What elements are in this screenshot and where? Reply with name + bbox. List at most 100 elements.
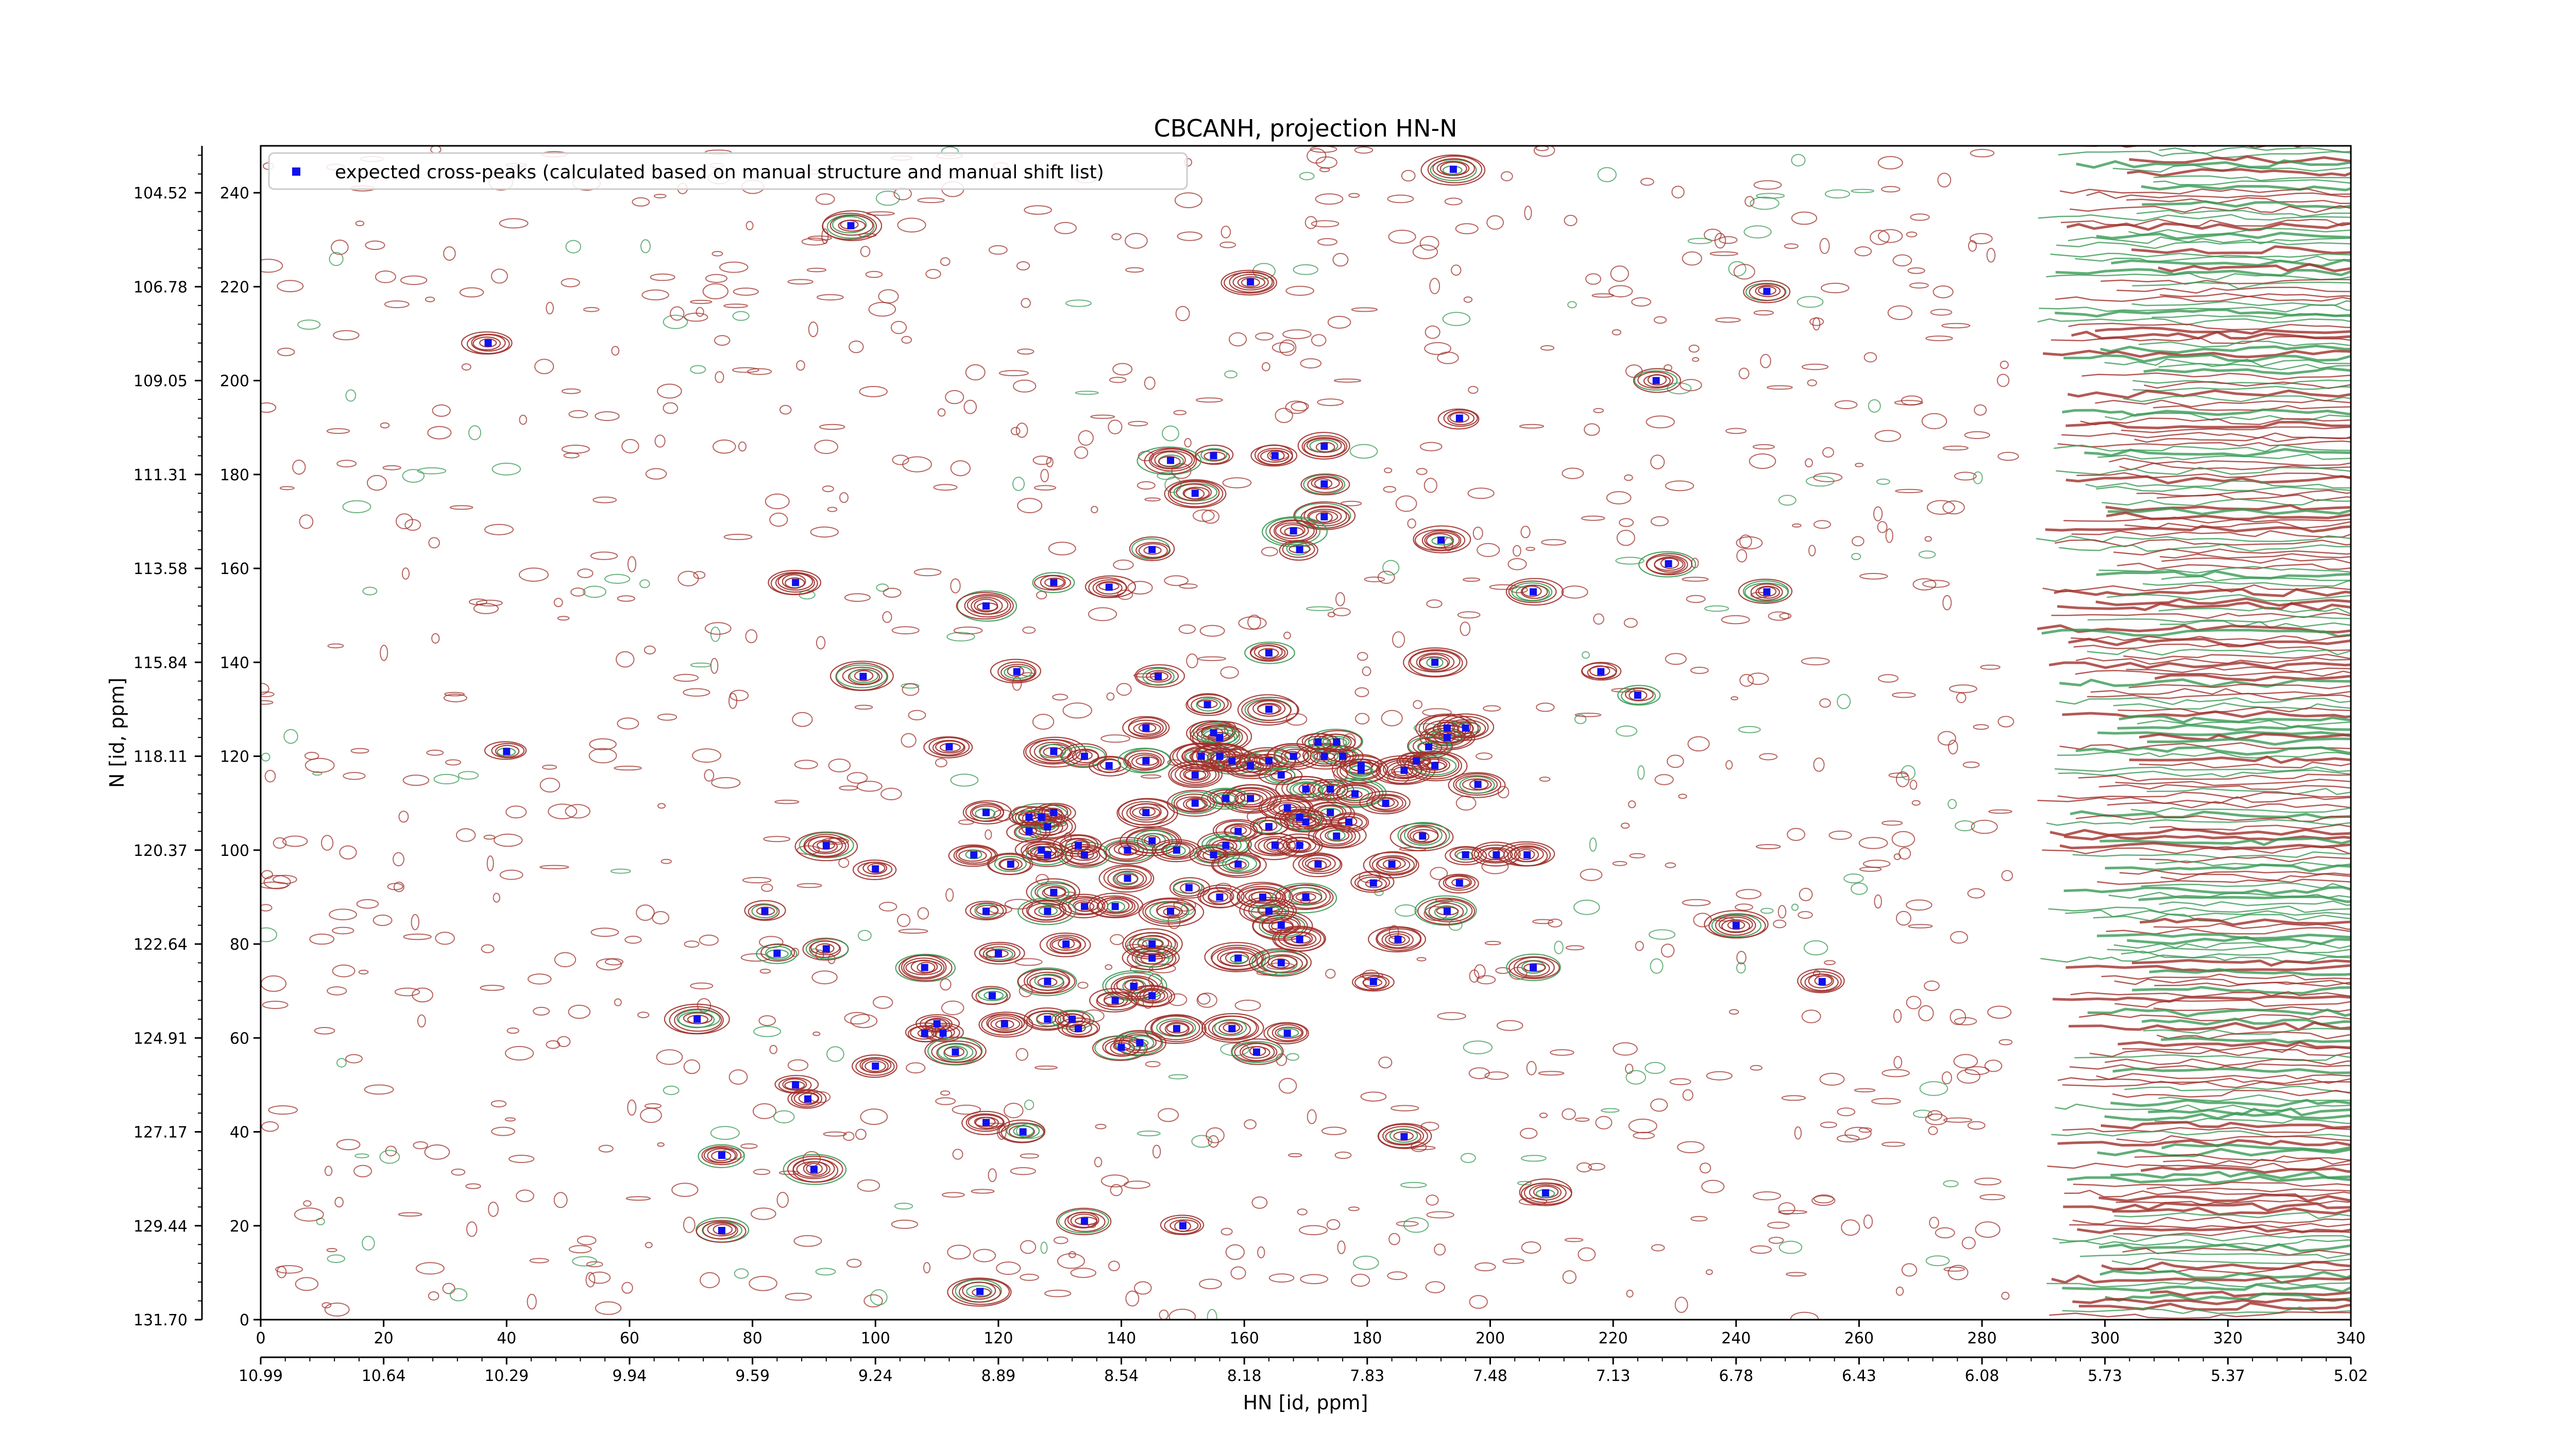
noise-contour: [396, 513, 413, 529]
noise-contour: [815, 193, 835, 205]
noise-contour: [1660, 943, 1675, 958]
peak-contour: [1304, 735, 1332, 750]
cross-peak-marker: [1044, 851, 1052, 858]
noise-contour: [261, 259, 283, 273]
noise-contour: [362, 1236, 375, 1251]
noise-band-line: [2110, 1099, 2351, 1108]
noise-contour: [282, 835, 308, 847]
peak-contour: [1208, 891, 1229, 903]
noise-band-line: [2087, 693, 2351, 701]
peak-contour: [1370, 795, 1403, 812]
peak-contour: [1162, 843, 1191, 858]
peak-contour: [917, 1029, 935, 1038]
noise-contour: [1326, 1219, 1341, 1230]
noise-band-line: [2154, 175, 2351, 181]
noise-contour: [334, 1197, 344, 1208]
noise-contour: [1760, 907, 1774, 914]
noise-contour: [728, 693, 738, 709]
peak-contour: [1529, 1184, 1562, 1201]
noise-contour: [1348, 1206, 1360, 1211]
noise-contour: [1624, 474, 1633, 481]
peak-contour: [1637, 371, 1674, 389]
cross-peak-marker: [1253, 1048, 1260, 1056]
noise-contour: [792, 712, 813, 727]
noise-contour: [1868, 399, 1881, 413]
noise-contour: [1426, 1211, 1454, 1219]
peak-contour: [1727, 920, 1745, 930]
peak-contour: [1098, 864, 1155, 893]
noise-band-line: [2085, 480, 2351, 489]
noise-contour: [385, 1145, 397, 1157]
noise-contour: [1909, 780, 1918, 790]
noise-contour: [1565, 945, 1585, 951]
y-index-tick-label: 240: [220, 184, 249, 203]
noise-contour: [1778, 1202, 1795, 1215]
noise-band-line: [2139, 762, 2351, 769]
peak-contour: [1286, 542, 1310, 556]
noise-contour: [1704, 605, 1730, 612]
noise-contour: [1315, 193, 1344, 205]
y-ppm-tick-label: 104.52: [133, 184, 188, 203]
noise-contour: [1767, 1221, 1790, 1229]
noise-contour: [1768, 1237, 1784, 1244]
peak-contour: [955, 846, 992, 864]
noise-contour: [1773, 919, 1787, 929]
peak-contour: [1231, 1041, 1283, 1063]
noise-contour: [565, 804, 591, 819]
noise-contour: [769, 512, 788, 527]
noise-contour: [1588, 1162, 1605, 1171]
noise-contour: [1778, 1210, 1807, 1215]
noise-contour: [1628, 1118, 1657, 1134]
noise-band-line: [2131, 300, 2351, 307]
cross-peak-marker: [847, 222, 855, 229]
noise-contour: [1807, 379, 1817, 386]
noise-band-line: [2065, 909, 2351, 918]
peak-contour: [968, 1114, 1004, 1130]
noise-contour: [791, 948, 800, 957]
noise-contour: [683, 1217, 696, 1233]
noise-contour: [690, 299, 713, 304]
noise-contour: [1593, 408, 1604, 413]
peak-contour: [1138, 897, 1205, 927]
peak-contour: [1382, 859, 1401, 869]
noise-contour: [533, 1006, 550, 1016]
noise-contour: [1125, 233, 1148, 249]
noise-band-line: [2058, 769, 2351, 778]
noise-contour: [1650, 516, 1669, 527]
cross-peak-marker: [1283, 804, 1291, 812]
noise-band-line: [2160, 293, 2351, 298]
noise-contour: [1744, 196, 1755, 207]
peak-contour: [782, 1078, 807, 1091]
noise-contour: [1192, 509, 1215, 522]
x-index-tick-label: 200: [1476, 1329, 1505, 1347]
noise-contour: [1321, 1126, 1347, 1135]
noise-contour: [880, 787, 902, 801]
peak-contour: [1028, 1010, 1065, 1027]
noise-contour: [1581, 515, 1605, 521]
noise-contour: [568, 1245, 592, 1254]
noise-band-line: [2097, 933, 2351, 940]
noise-contour: [1306, 606, 1334, 611]
noise-contour: [940, 1090, 951, 1096]
noise-contour: [865, 271, 883, 278]
noise-contour: [1633, 1132, 1655, 1139]
cross-peak-marker: [1247, 762, 1255, 769]
peak-contour: [815, 943, 835, 954]
peak-contour: [1447, 411, 1475, 426]
noise-contour: [965, 364, 986, 381]
noise-band-line: [2084, 448, 2351, 458]
noise-band-line: [2144, 381, 2351, 389]
noise-contour: [1164, 476, 1182, 493]
noise-contour: [1892, 254, 1912, 266]
noise-contour: [787, 1059, 809, 1071]
peak-contour: [1521, 585, 1542, 597]
noise-contour: [751, 1207, 776, 1220]
cross-peak-marker: [1530, 964, 1537, 971]
noise-contour: [711, 251, 723, 257]
noise-contour: [917, 907, 929, 920]
noise-contour: [1355, 713, 1370, 724]
noise-band-line: [2058, 150, 2351, 159]
peak-contour: [1267, 450, 1285, 461]
noise-contour: [998, 370, 1029, 377]
y-index-tick-label: 40: [230, 1124, 249, 1142]
